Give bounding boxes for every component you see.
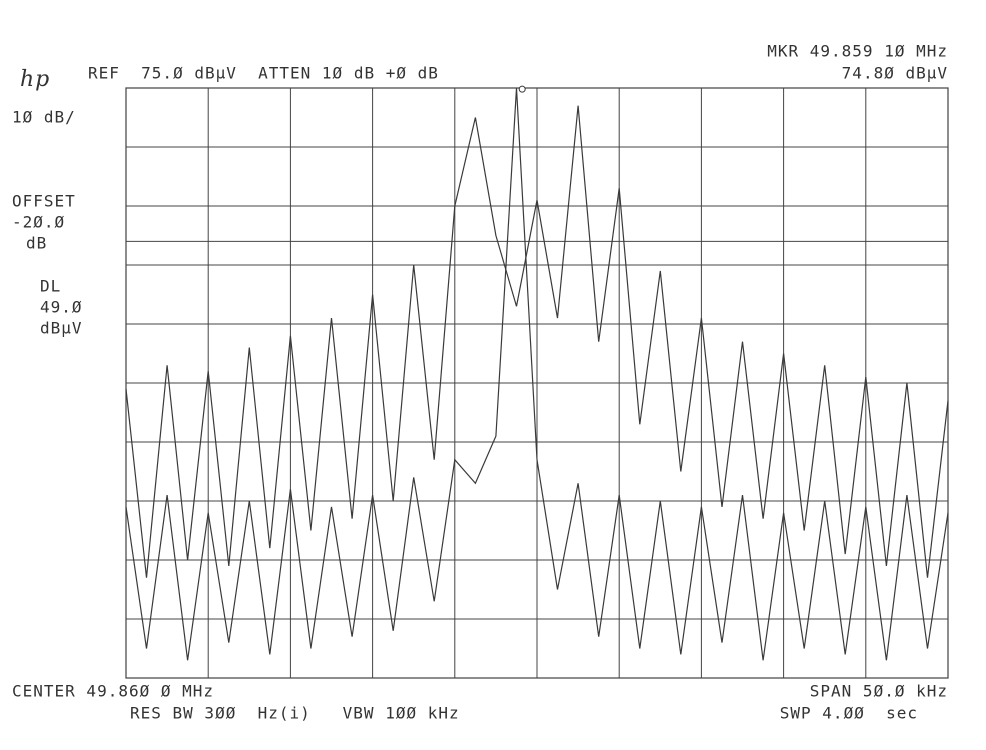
ref-header: REF 75.Ø dBµV ATTEN 1Ø dB +Ø dB bbox=[88, 64, 439, 83]
dl-label: 49.Ø bbox=[40, 298, 83, 317]
marker bbox=[518, 85, 526, 93]
marker-level: 74.8Ø dBµV bbox=[842, 64, 948, 83]
sweep-label: SWP 4.ØØ sec bbox=[780, 704, 918, 723]
center-label: CENTER 49.86Ø Ø MHz bbox=[12, 682, 214, 701]
dl-label: dBµV bbox=[40, 319, 83, 338]
offset-label: OFFSET bbox=[12, 192, 76, 211]
logo: hp bbox=[20, 67, 50, 92]
offset-label: -2Ø.Ø bbox=[12, 213, 65, 232]
scale-label: 1Ø dB/ bbox=[12, 108, 76, 127]
trace bbox=[125, 87, 949, 661]
span-label: SPAN 5Ø.Ø kHz bbox=[810, 682, 948, 701]
dl-label: DL bbox=[40, 277, 61, 296]
trace bbox=[125, 105, 949, 578]
offset-label: dB bbox=[26, 234, 47, 253]
bandwidth-label: RES BW 3ØØ Hz(i) VBW 1ØØ kHz bbox=[130, 704, 460, 723]
marker-label: MKR 49.859 1Ø MHz bbox=[767, 42, 948, 61]
